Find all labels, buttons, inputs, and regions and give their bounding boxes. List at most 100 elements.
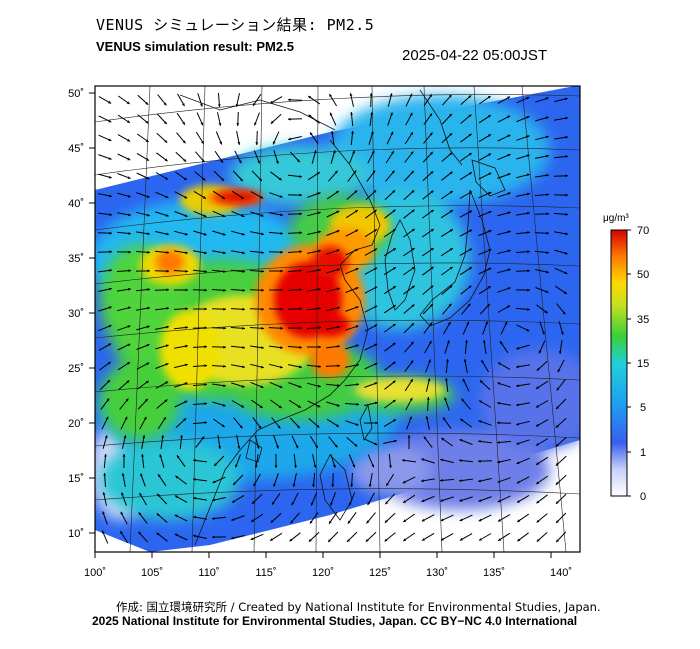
wind-arrowhead [421,479,424,483]
wind-arrowhead [311,502,314,506]
wind-arrowhead [299,250,302,254]
wind-arrowhead [145,101,149,105]
wind-arrowhead [280,213,283,217]
wind-arrowhead [545,290,549,293]
map-title-en: VENUS simulation result: PM2.5 [96,39,294,54]
wind-arrowhead [392,323,396,327]
wind-arrowhead [497,421,500,425]
wind-arrowhead [296,159,300,163]
wind-arrowhead [427,378,431,382]
wind-arrowhead [347,539,350,542]
wind-arrowhead [299,231,302,235]
wind-arrowhead [487,115,491,118]
wind-arrowhead [237,142,241,145]
wind-arrowhead [373,190,377,193]
wind-arrowhead [446,359,449,362]
wind-arrowhead [478,479,481,483]
wind-arrowhead [212,517,215,520]
wind-arrowhead [270,120,274,124]
wind-arrowhead [204,345,207,349]
wind-arrowhead [318,326,321,330]
wind-arrowhead [516,480,520,484]
wind-arrowhead [527,308,530,311]
wind-arrowhead [465,340,468,343]
wind-arrowhead [294,465,297,468]
wind-arrowhead [421,499,425,502]
wind-arrowhead [430,171,434,175]
wind-arrowhead [410,341,414,345]
wind-arrowhead [411,267,415,270]
wind-arrowhead [448,303,452,307]
wind-arrowhead [279,385,283,388]
wind-arrowhead [164,139,168,143]
wind-arrowhead [156,532,160,536]
wind-arrowhead [374,305,378,309]
wind-arrowhead [317,384,321,388]
wind-arrowhead [299,307,302,311]
wind-arrowhead [546,270,549,274]
wind-arrowhead [185,269,188,273]
wind-arrowhead [411,190,415,194]
wind-arrowhead [223,307,226,311]
wind-arrowhead [317,230,321,234]
wind-arrowhead [120,511,124,515]
wind-arrowhead [204,326,207,330]
wind-arrowhead [430,190,434,194]
wind-arrowhead [279,195,283,198]
wind-arrowhead [430,285,434,289]
wind-arrowhead [333,464,336,468]
wind-arrowhead [163,102,167,106]
wind-arrowhead [193,515,196,519]
wind-arrowhead [488,267,492,271]
wind-arrowhead [371,150,375,154]
wind-arrowhead [411,285,415,289]
wind-arrowhead [242,307,245,311]
wind-arrowhead [280,269,283,273]
wind-arrowhead [516,461,520,464]
wind-arrowhead [390,131,394,135]
wind-arrowhead [299,288,302,292]
wind-arrowhead [392,305,396,308]
wind-arrowhead [459,537,463,541]
wind-arrowhead [334,170,338,174]
wind-arrowhead [241,385,245,388]
wind-arrowhead [105,416,109,420]
wind-arrowhead [374,343,378,347]
wind-arrowhead [102,492,106,495]
wind-arrowhead [280,232,283,235]
wind-arrowhead [259,405,263,408]
wind-arrowhead [459,498,463,502]
wind-arrowhead [165,177,168,180]
wind-arrowhead [240,178,243,182]
wind-arrowhead [161,435,165,438]
wind-arrowhead [250,537,254,540]
wind-arrowhead [276,445,279,449]
wind-arrowhead [260,195,264,199]
wind-arrowhead [223,384,226,388]
wind-arrowhead [308,114,312,118]
wind-arrowhead [126,120,130,123]
wind-arrowhead [555,462,559,466]
wind-arrowhead [440,458,444,462]
wind-arrowhead [317,192,321,195]
wind-arrowhead [410,360,414,364]
wind-arrowhead [478,499,482,502]
wind-arrowhead [174,495,178,499]
wind-arrowhead [478,440,481,443]
wind-arrowhead [127,176,131,179]
wind-arrowhead [447,340,450,344]
wind-arrowhead [109,231,112,235]
wind-arrowhead [556,520,559,523]
wind-arrowhead [375,421,378,425]
wind-arrowhead [315,445,318,448]
wind-arrowhead [193,534,196,538]
wind-arrowhead [156,513,160,517]
wind-arrowhead [403,538,407,541]
wind-arrowhead [430,266,434,270]
wind-arrowhead [223,288,226,292]
wind-arrowhead [336,287,340,291]
wind-arrowhead [193,496,196,500]
wind-arrowhead [392,380,396,384]
wind-arrowhead [373,209,377,213]
wind-arrowhead [507,211,511,215]
